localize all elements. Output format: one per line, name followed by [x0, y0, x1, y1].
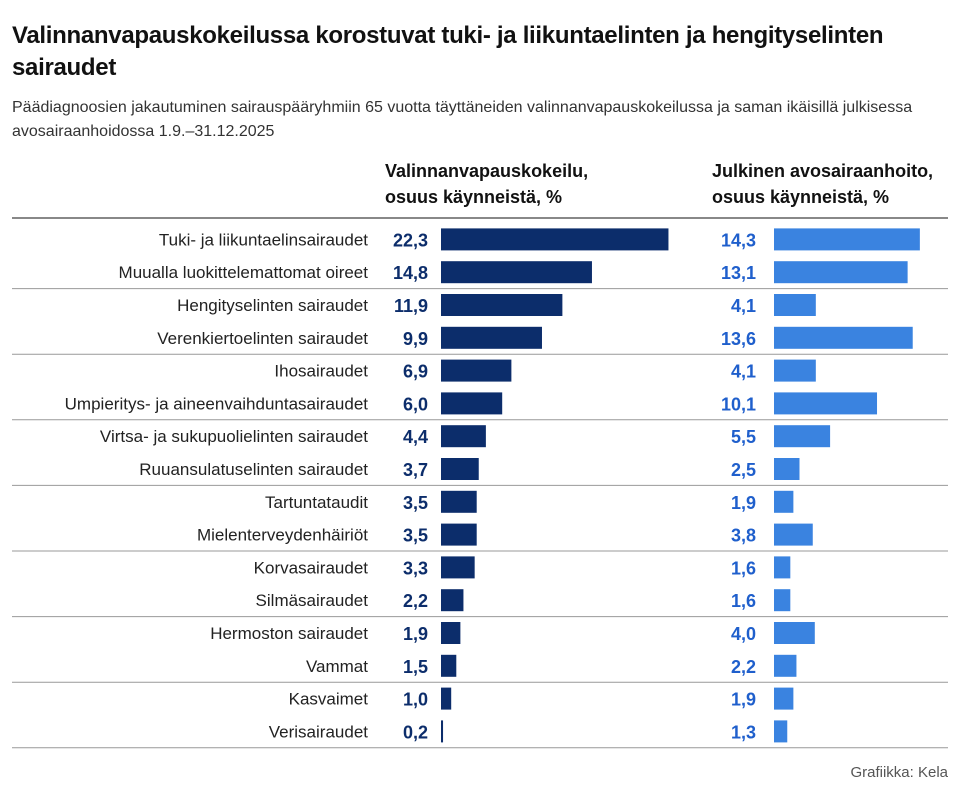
- value-label-a: 3,7: [403, 460, 428, 480]
- bar-a: [441, 654, 457, 677]
- bar-b: [774, 589, 791, 612]
- bar-b: [774, 458, 800, 480]
- bar-a: [441, 425, 486, 448]
- value-label-b: 4,1: [731, 362, 756, 382]
- value-label-a: 1,0: [403, 690, 428, 710]
- bar-a: [441, 589, 464, 612]
- value-label-b: 2,2: [731, 657, 756, 677]
- value-label-a: 14,8: [393, 263, 428, 283]
- bar-a: [441, 228, 669, 251]
- series-header-line: Valinnanvapauskokeilu,: [385, 161, 588, 181]
- value-label-b: 3,8: [731, 526, 756, 546]
- bar-a: [441, 687, 452, 710]
- category-label: Verenkiertoelinten sairaudet: [157, 329, 368, 348]
- value-label-b: 1,3: [731, 722, 756, 742]
- category-label: Tuki- ja liikuntaelinsairaudet: [159, 230, 368, 249]
- value-label-a: 1,9: [403, 624, 428, 644]
- bar-b: [774, 654, 797, 677]
- bar-b: [774, 720, 788, 743]
- value-label-a: 3,3: [403, 558, 428, 578]
- bar-b: [774, 326, 913, 349]
- value-label-b: 13,1: [721, 263, 756, 283]
- bar-b: [774, 294, 816, 316]
- category-label: Vammat: [306, 657, 368, 676]
- value-label-b: 1,9: [731, 493, 756, 513]
- bar-b: [774, 392, 878, 415]
- bar-chart: Valinnanvapauskokeilu, osuus käynneistä, …: [12, 161, 948, 749]
- category-label: Kasvaimet: [289, 690, 369, 709]
- value-label-a: 9,9: [403, 329, 428, 349]
- bar-a: [441, 294, 563, 316]
- bar-b: [774, 425, 831, 448]
- value-label-a: 3,5: [403, 526, 428, 546]
- value-label-b: 2,5: [731, 460, 756, 480]
- value-label-b: 14,3: [721, 230, 756, 250]
- category-label: Ruuansulatuselinten sairaudet: [139, 460, 368, 479]
- value-label-b: 1,6: [731, 558, 756, 578]
- bar-b: [774, 228, 920, 251]
- category-label: Hermoston sairaudet: [210, 624, 368, 643]
- bar-a: [441, 490, 477, 513]
- category-label: Silmäsairaudet: [256, 591, 369, 610]
- bar-a: [441, 392, 503, 415]
- bar-b: [774, 556, 791, 579]
- series-header-line: osuus käynneistä, %: [385, 187, 562, 207]
- value-label-a: 22,3: [393, 230, 428, 250]
- value-label-a: 11,9: [394, 296, 428, 316]
- category-label: Korvasairaudet: [254, 558, 369, 577]
- chart-subtitle: Päädiagnoosien jakautuminen sairauspääry…: [12, 99, 913, 140]
- chart-title: Valinnanvapauskokeilussa korostuvat tuki…: [12, 22, 884, 81]
- category-label: Ihosairaudet: [274, 362, 368, 381]
- bar-a: [441, 326, 542, 349]
- value-label-b: 13,6: [721, 329, 756, 349]
- bar-a: [441, 622, 461, 644]
- value-label-b: 4,1: [731, 296, 756, 316]
- category-label: Mielenterveydenhäiriöt: [197, 526, 368, 545]
- category-label: Hengityselinten sairaudet: [177, 296, 368, 315]
- category-label: Virtsa- ja sukupuolielinten sairaudet: [100, 427, 368, 446]
- value-label-a: 1,5: [403, 657, 428, 677]
- series-header-2: Julkinen avosairaanhoito, osuus käynneist…: [712, 161, 933, 207]
- value-label-b: 1,6: [731, 591, 756, 611]
- bar-a: [441, 261, 592, 284]
- value-label-b: 5,5: [731, 427, 756, 447]
- value-label-b: 1,9: [731, 690, 756, 710]
- series-header-line: Julkinen avosairaanhoito,: [712, 161, 933, 181]
- category-label: Tartuntataudit: [265, 493, 368, 512]
- series-header-1: Valinnanvapauskokeilu, osuus käynneistä, …: [385, 161, 588, 207]
- category-label: Verisairaudet: [269, 722, 369, 741]
- series-header-line: osuus käynneistä, %: [712, 187, 889, 207]
- bar-b: [774, 490, 794, 513]
- bar-a: [441, 458, 479, 480]
- bar-b: [774, 523, 813, 546]
- value-label-a: 2,2: [403, 591, 428, 611]
- bar-a: [441, 556, 475, 579]
- value-label-b: 4,0: [731, 624, 756, 644]
- category-label: Muualla luokittelemattomat oireet: [119, 263, 369, 282]
- value-label-a: 6,9: [403, 362, 428, 382]
- value-label-a: 0,2: [403, 722, 428, 742]
- bar-a: [441, 720, 444, 743]
- bar-b: [774, 261, 908, 284]
- bar-b: [774, 622, 815, 644]
- credit-text: Grafiikka: Kela: [850, 764, 948, 781]
- value-label-a: 3,5: [403, 493, 428, 513]
- bar-a: [441, 359, 512, 382]
- value-label-a: 6,0: [403, 394, 428, 414]
- value-label-b: 10,1: [721, 394, 756, 414]
- bar-b: [774, 687, 794, 710]
- category-label: Umpieritys- ja aineenvaihduntasairaudet: [65, 394, 369, 413]
- bar-a: [441, 523, 477, 546]
- value-label-a: 4,4: [403, 427, 428, 447]
- bar-b: [774, 359, 816, 382]
